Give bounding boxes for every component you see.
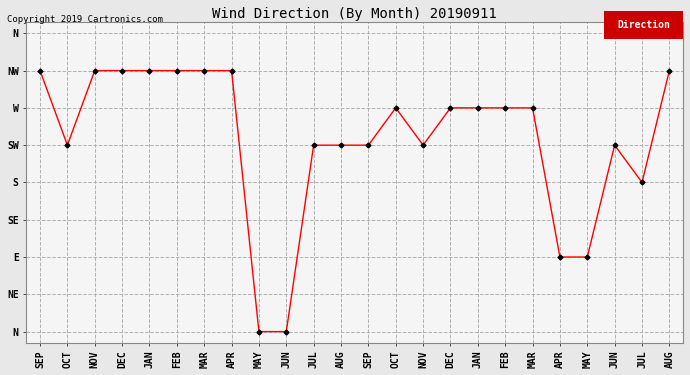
Title: Wind Direction (By Month) 20190911: Wind Direction (By Month) 20190911 [213,7,497,21]
Text: Direction: Direction [617,20,670,30]
Text: Copyright 2019 Cartronics.com: Copyright 2019 Cartronics.com [7,15,163,24]
